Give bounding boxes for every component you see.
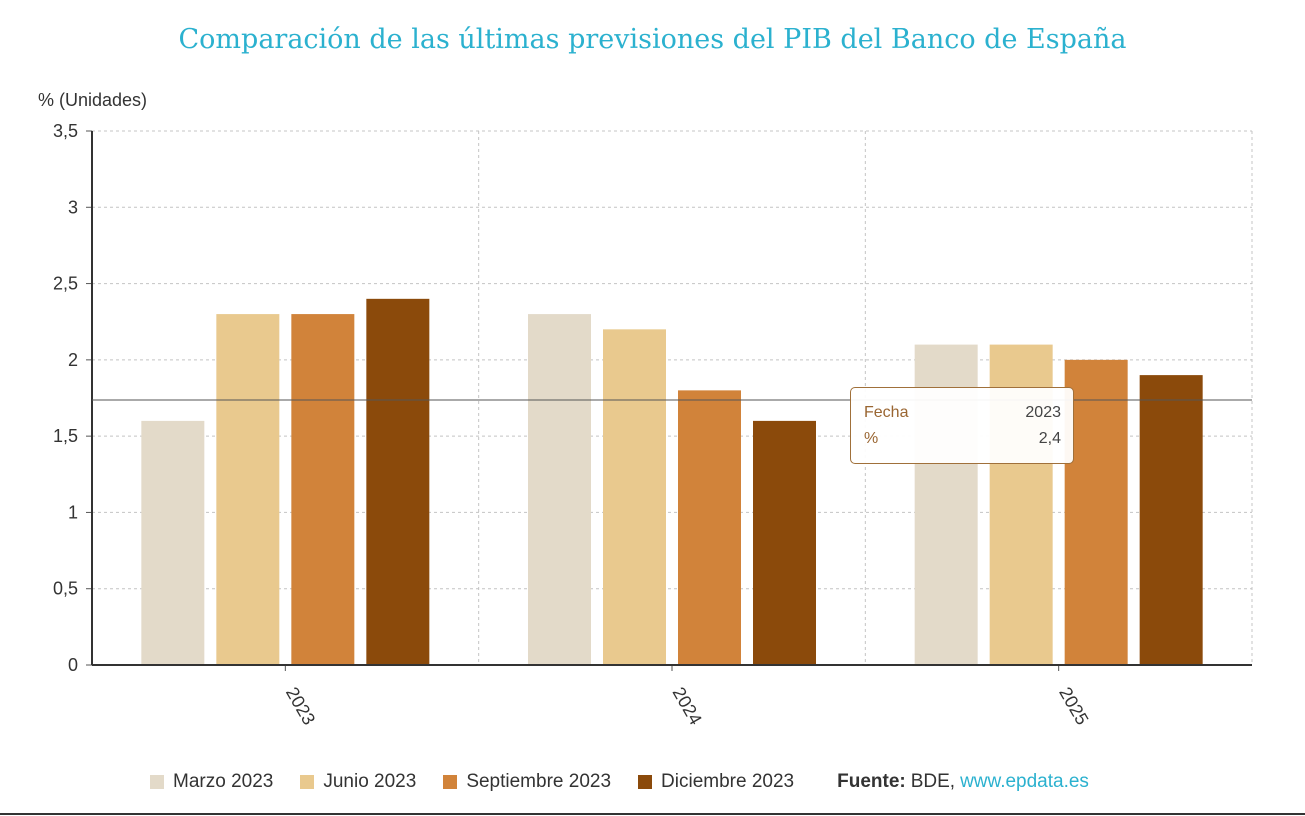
y-axis-unit-label: % (Unidades) xyxy=(38,90,148,110)
tooltip-value: 2,4 xyxy=(1038,430,1061,447)
bar-chart: 0 0,5 1 1,5 2 2,5 3 3,5 2023 2024 2025 xyxy=(53,121,1253,729)
tooltip: Fecha 2023 % 2,4 xyxy=(850,387,1074,464)
bar xyxy=(603,329,666,665)
legend-item-marzo[interactable]: Marzo 2023 xyxy=(150,771,273,793)
y-tick-label: 3 xyxy=(68,197,78,217)
bar xyxy=(141,420,205,665)
legend-item-diciembre[interactable]: Diciembre 2023 xyxy=(638,771,794,793)
source-text: BDE, xyxy=(910,771,956,792)
legend-label: Septiembre 2023 xyxy=(466,771,612,792)
bar xyxy=(291,314,355,665)
legend-label: Marzo 2023 xyxy=(173,771,274,792)
y-tick-label: 1,5 xyxy=(53,426,78,446)
legend-swatch xyxy=(638,775,653,789)
bar xyxy=(753,420,816,665)
y-tick-label: 2,5 xyxy=(53,274,78,294)
legend-swatch xyxy=(443,775,458,789)
tooltip-value: 2023 xyxy=(1025,404,1061,421)
bar xyxy=(1064,359,1128,665)
legend-item-junio[interactable]: Junio 2023 xyxy=(300,771,416,793)
y-tick-label: 3,5 xyxy=(53,121,78,141)
y-tick-label: 0 xyxy=(68,655,78,675)
bar xyxy=(1139,375,1203,665)
bar xyxy=(678,390,741,665)
x-tick-label: 2024 xyxy=(669,684,706,729)
legend-label: Diciembre 2023 xyxy=(661,771,795,792)
chart-title: Comparación de las últimas previsiones d… xyxy=(178,24,1127,55)
source-credit: Fuente: BDE, www.epdata.es xyxy=(837,771,1089,793)
tooltip-label: Fecha xyxy=(864,404,909,421)
legend-label: Junio 2023 xyxy=(323,771,417,792)
x-tick-label: 2025 xyxy=(1055,684,1092,729)
x-tick-label: 2023 xyxy=(282,684,319,729)
legend-swatch xyxy=(150,775,164,789)
legend-item-septiembre[interactable]: Septiembre 2023 xyxy=(443,771,611,793)
legend-swatch xyxy=(300,775,315,789)
bar xyxy=(216,314,280,665)
bar xyxy=(366,298,430,665)
bar xyxy=(528,314,591,665)
legend: Marzo 2023 Junio 2023 Septiembre 2023 Di… xyxy=(150,768,1089,796)
y-tick-label: 1 xyxy=(68,502,78,522)
y-tick-label: 2 xyxy=(68,350,78,370)
bottom-rule xyxy=(0,813,1305,815)
y-tick-label: 0,5 xyxy=(53,579,78,599)
source-label: Fuente: xyxy=(837,771,906,792)
tooltip-row-percent: % 2,4 xyxy=(864,430,1061,448)
tooltip-row-fecha: Fecha 2023 xyxy=(864,404,1061,422)
source-link[interactable]: www.epdata.es xyxy=(960,771,1089,792)
tooltip-label: % xyxy=(864,430,879,447)
